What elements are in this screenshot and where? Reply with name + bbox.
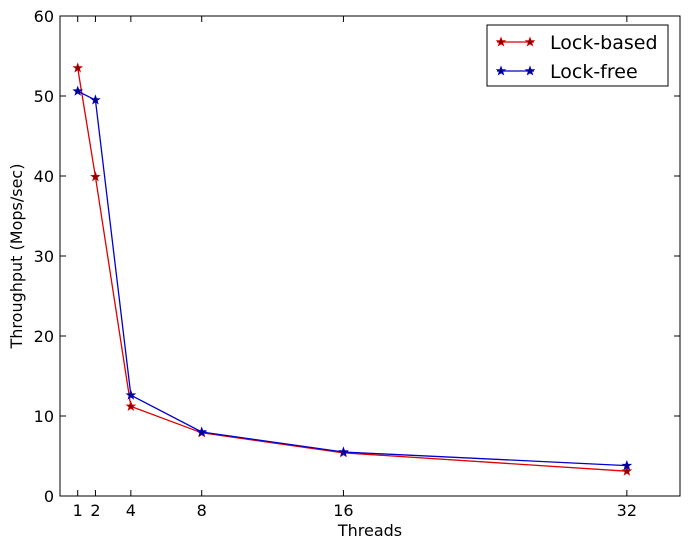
- data-point: [621, 465, 633, 476]
- y-tick-label: 30: [34, 247, 54, 266]
- x-tick-label: 1: [73, 501, 83, 520]
- legend: Lock-based Lock-free: [486, 24, 669, 87]
- data-point: [72, 62, 84, 73]
- data-point: [338, 446, 349, 457]
- y-tick-label: 50: [34, 87, 54, 106]
- legend-box: [486, 24, 669, 87]
- series-line-0: [77, 67, 627, 472]
- y-axis: 0 10 20 30 40 50 60: [34, 7, 680, 506]
- data-point: [125, 389, 137, 400]
- data-point: [72, 85, 84, 96]
- x-tick-label: 4: [126, 501, 136, 520]
- legend-marker: [495, 36, 507, 47]
- legend-marker: [495, 65, 507, 76]
- data-point: [125, 400, 137, 411]
- x-axis-title: Threads: [337, 521, 402, 540]
- legend-label: Lock-based: [550, 32, 658, 54]
- x-tick-label: 32: [617, 501, 637, 520]
- y-tick-label: 0: [44, 487, 54, 506]
- data-point: [196, 426, 208, 437]
- legend-label: Lock-free: [550, 61, 638, 83]
- series-layer: [72, 62, 633, 476]
- data-point: [90, 171, 101, 182]
- legend-marker: [524, 36, 536, 47]
- y-tick-label: 20: [34, 327, 54, 346]
- y-tick-label: 60: [34, 7, 54, 26]
- data-point: [621, 459, 633, 471]
- x-tick-label: 2: [90, 501, 100, 520]
- y-axis-title: Throughput (Mops/sec): [7, 164, 26, 350]
- legend-marker: [524, 65, 536, 76]
- data-point: [90, 94, 101, 105]
- y-tick-label: 10: [34, 407, 54, 426]
- x-axis: 1 2 4 8 16 32: [73, 16, 637, 520]
- plot-area: [59, 15, 681, 497]
- x-tick-label: 8: [197, 501, 207, 520]
- x-tick-label: 16: [333, 501, 353, 520]
- y-tick-label: 40: [34, 167, 54, 186]
